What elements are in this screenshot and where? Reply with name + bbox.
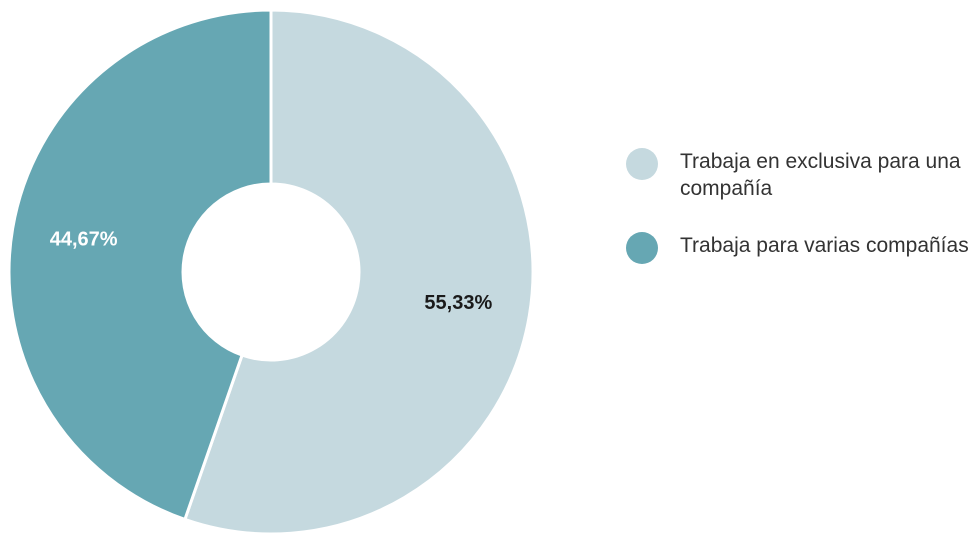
legend-label: Trabaja para varias compañías — [680, 234, 969, 257]
legend-item: Trabaja para varias compañías — [626, 232, 979, 264]
data-label: 55,33% — [424, 292, 492, 314]
legend-item: Trabaja en exclusiva para una compañía — [626, 148, 979, 202]
legend-swatch — [626, 232, 658, 264]
legend-label: Trabaja en exclusiva para una compañía — [680, 150, 961, 200]
pie-slice — [7, 8, 273, 522]
data-label: 44,67% — [50, 229, 118, 251]
pie-area: 55,33% 44,67% — [7, 8, 535, 533]
legend: Trabaja en exclusiva para una compañía Tr… — [626, 148, 979, 294]
legend-swatch — [626, 148, 658, 180]
